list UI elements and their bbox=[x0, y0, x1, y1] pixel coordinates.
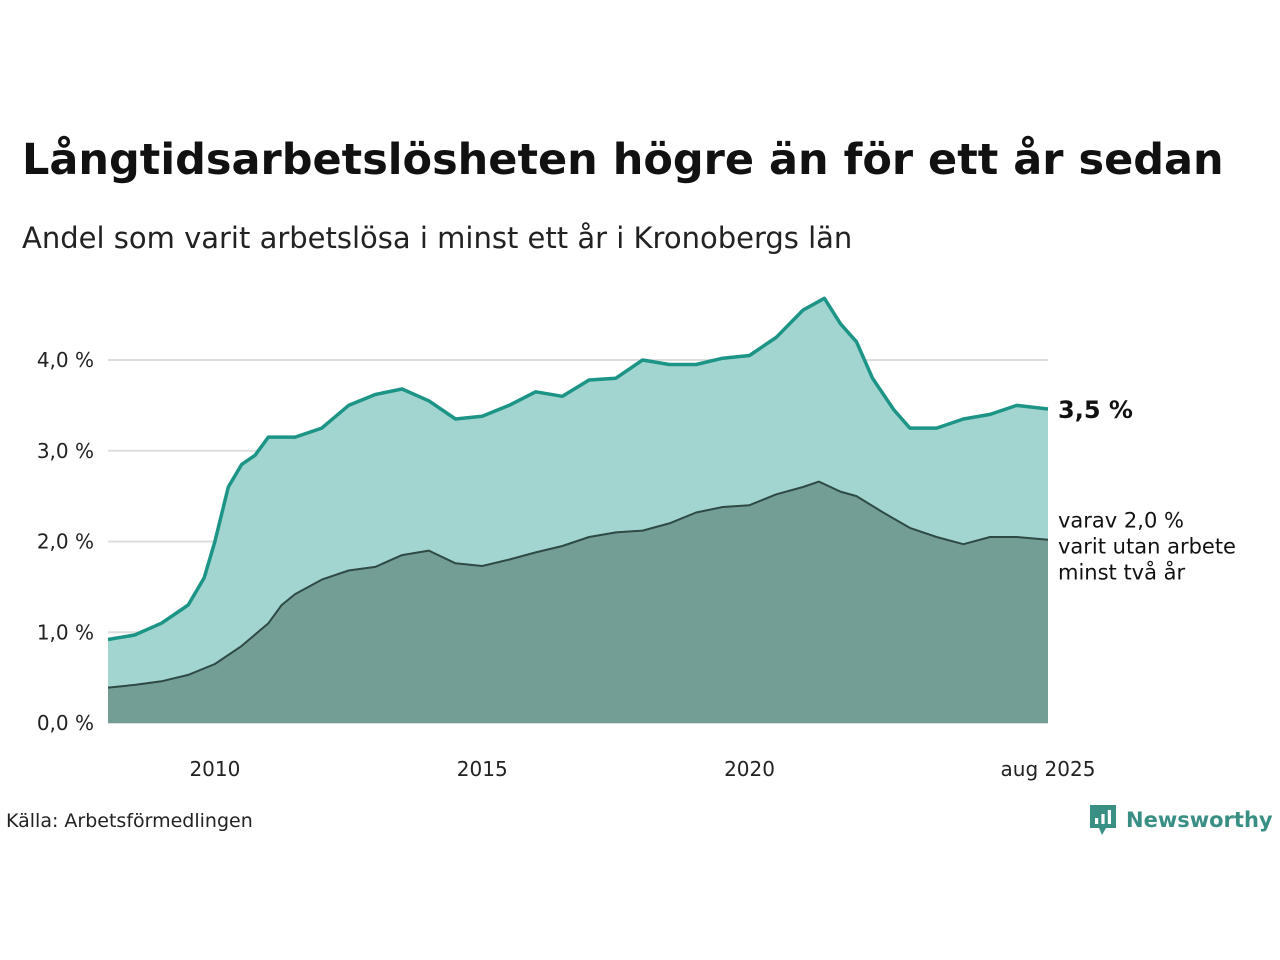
area-two-years bbox=[108, 481, 1048, 723]
axis-labels: 0,0 % 1,0 % 2,0 % 3,0 % 4,0 % 2010 2015 2020 aug… bbox=[37, 348, 1096, 781]
plot-areas bbox=[108, 298, 1048, 723]
logo-text: Newsworthy bbox=[1126, 808, 1273, 832]
chart-title: Långtidsarbetslösheten högre än för ett … bbox=[22, 135, 1224, 185]
y-tick-label: 3,0 % bbox=[37, 439, 94, 463]
y-tick-label: 2,0 % bbox=[37, 530, 94, 554]
x-tick-label: 2010 bbox=[189, 757, 240, 781]
x-tick-label: 2015 bbox=[457, 757, 508, 781]
end-label-two-years-line: varav 2,0 % bbox=[1058, 509, 1184, 533]
end-label-two-years-line: varit utan arbete bbox=[1058, 535, 1236, 559]
end-label-one-year: 3,5 % bbox=[1058, 396, 1133, 424]
source-note: Källa: Arbetsförmedlingen bbox=[6, 810, 253, 832]
line-one-year bbox=[107, 296, 1049, 642]
bar-chart-speech-bubble-icon bbox=[1090, 805, 1116, 835]
line-two-years bbox=[107, 480, 1049, 689]
x-tick-label: 2020 bbox=[724, 757, 775, 781]
end-label-two-years-line: minst två år bbox=[1058, 560, 1186, 585]
brand-logo[interactable]: Newsworthy bbox=[1088, 803, 1273, 837]
y-tick-label: 4,0 % bbox=[37, 348, 94, 372]
y-tick-label: 0,0 % bbox=[37, 711, 94, 735]
chart-subtitle: Andel som varit arbetslösa i minst ett å… bbox=[22, 221, 853, 255]
series-lines bbox=[107, 296, 1049, 689]
y-tick-label: 1,0 % bbox=[37, 620, 94, 644]
x-tick-label: aug 2025 bbox=[1001, 757, 1096, 781]
